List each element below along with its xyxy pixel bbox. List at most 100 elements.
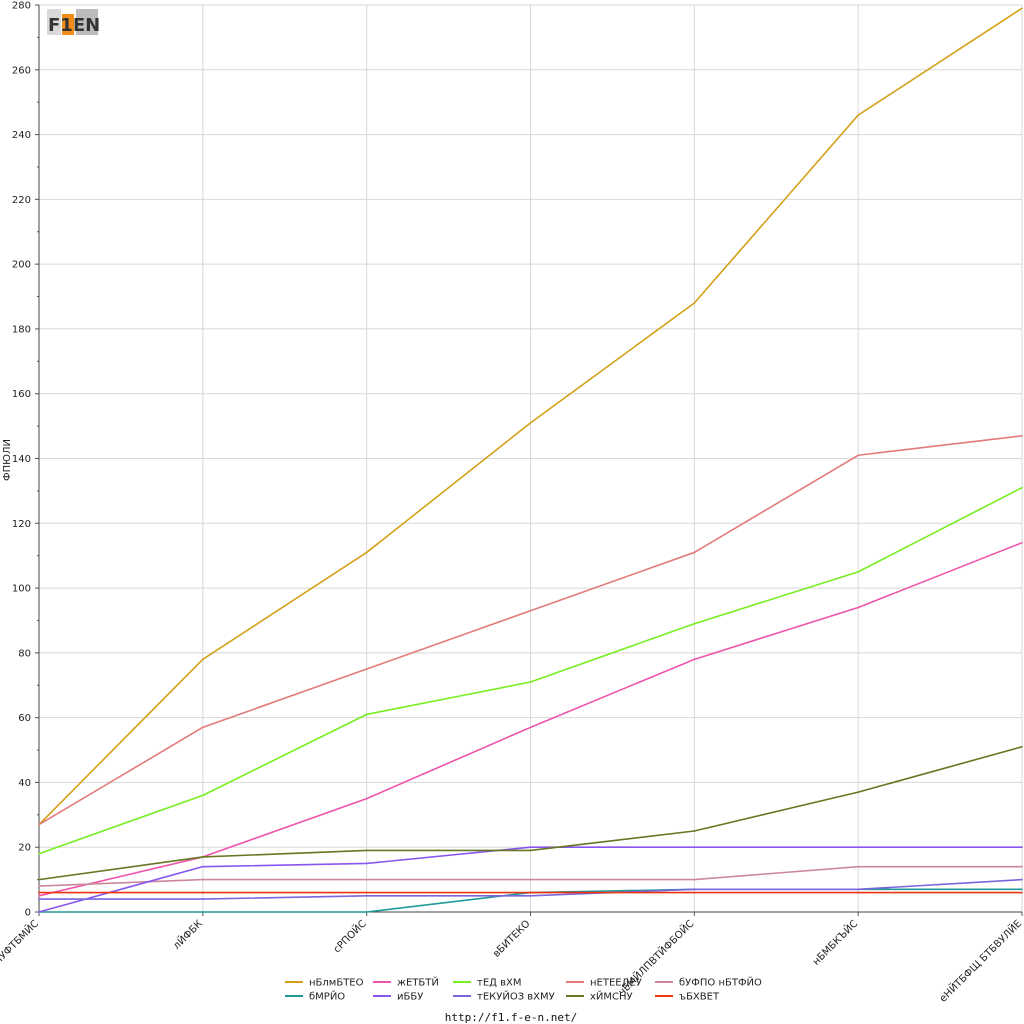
data-point [202, 726, 204, 729]
x-tick-label: БЧУФТБМЙС [0, 917, 41, 972]
legend-label: хЙМСНУ [590, 990, 633, 1003]
legend-label: ъБХВЕТ [679, 992, 720, 1003]
y-tick-label: 140 [12, 454, 31, 465]
data-point [38, 878, 40, 881]
data-point [1021, 435, 1023, 437]
data-point [38, 895, 40, 897]
data-point [529, 891, 532, 894]
data-point [529, 609, 532, 612]
y-tick-label: 280 [12, 1, 31, 12]
data-point [857, 114, 859, 116]
data-point [693, 551, 696, 554]
chart-legend: нБлмБТЕО жЕТБТЙ тЕД вХМ нЕТЕЕДЕУ бУФПО нБТФЙ… [285, 976, 762, 1003]
x-tick-label: вБИТЕКО [491, 918, 533, 960]
data-point [693, 302, 696, 304]
data-point [693, 888, 696, 891]
data-point [365, 891, 368, 894]
data-point [1021, 745, 1023, 748]
data-point [365, 862, 368, 865]
y-tick-label: 220 [12, 195, 31, 206]
data-point [365, 878, 368, 881]
data-point [202, 898, 204, 900]
legend-label: тЕД вХМ [477, 978, 522, 989]
data-point [529, 422, 532, 424]
legend-label: бМРЙО [309, 990, 345, 1003]
logo-block-2 [62, 14, 74, 35]
data-point [857, 791, 859, 793]
x-tick-label: нБМБКЪЙС [810, 917, 861, 968]
y-tick-label: 200 [12, 260, 31, 271]
data-point [38, 852, 40, 855]
x-tick-label: лЙФБК [170, 917, 205, 952]
y-axis-label: ФПЮЛИ [2, 439, 13, 481]
chart-series [38, 7, 1023, 913]
data-point [529, 846, 532, 849]
data-point [38, 885, 40, 887]
data-point [202, 911, 204, 913]
y-tick-label: 40 [18, 778, 31, 789]
x-tick-label: еНЙТБФЩ БТБВУЛЙЕ [936, 917, 1024, 1005]
data-point [38, 891, 40, 894]
data-point [202, 794, 204, 797]
logo-block-1 [47, 9, 61, 35]
legend-label: бУФПО нБТФЙО [679, 976, 762, 989]
footer-url[interactable]: http://f1.f-e-n.net/ [445, 1011, 577, 1024]
data-point [529, 878, 532, 881]
logo: F1EN [47, 9, 100, 36]
data-point [202, 658, 204, 661]
logo-block-3 [76, 9, 98, 35]
data-point [202, 891, 204, 894]
data-point [365, 895, 368, 897]
data-point [529, 895, 532, 897]
data-point [365, 551, 368, 554]
legend-label: нЕТЕЕДЕУ [590, 978, 642, 989]
y-tick-label: 120 [12, 519, 31, 530]
y-tick-label: 0 [25, 908, 31, 919]
data-point [857, 865, 859, 868]
data-point [693, 622, 696, 625]
data-point [857, 571, 859, 573]
y-tick-label: 240 [12, 130, 31, 141]
data-point [693, 658, 696, 661]
y-tick-label: 180 [12, 324, 31, 335]
data-point [365, 849, 368, 852]
y-tick-label: 260 [12, 65, 31, 76]
legend-label: нБлмБТЕО [309, 978, 364, 989]
data-point [365, 911, 368, 913]
data-point [365, 713, 368, 716]
data-point [202, 856, 204, 858]
data-point [693, 846, 696, 849]
data-point [529, 681, 532, 683]
data-point [365, 797, 368, 800]
data-point [1021, 878, 1023, 881]
data-point [857, 891, 859, 894]
data-point [529, 726, 532, 729]
chart-grid [38, 4, 1023, 913]
data-point [1021, 486, 1023, 489]
data-point [38, 911, 40, 913]
data-point [857, 606, 859, 609]
y-tick-label: 60 [18, 713, 31, 724]
legend-label: тЕКУЙОЗ вХМУ [477, 990, 555, 1003]
data-point [38, 823, 40, 826]
y-tick-label: 80 [18, 648, 31, 659]
data-point [1021, 891, 1023, 894]
data-point [693, 830, 696, 832]
data-point [857, 454, 859, 457]
y-tick-label: 160 [12, 389, 31, 400]
data-point [1021, 865, 1023, 868]
data-point [38, 898, 40, 900]
data-point [1021, 846, 1023, 849]
x-tick-label: сРПОЙС [330, 917, 368, 955]
data-point [857, 846, 859, 849]
data-point [1021, 888, 1023, 891]
data-point [1021, 7, 1023, 10]
data-point [857, 888, 859, 891]
data-point [202, 865, 204, 868]
data-point [365, 668, 368, 670]
data-point [202, 878, 204, 881]
data-point [693, 878, 696, 881]
y-tick-label: 100 [12, 584, 31, 595]
